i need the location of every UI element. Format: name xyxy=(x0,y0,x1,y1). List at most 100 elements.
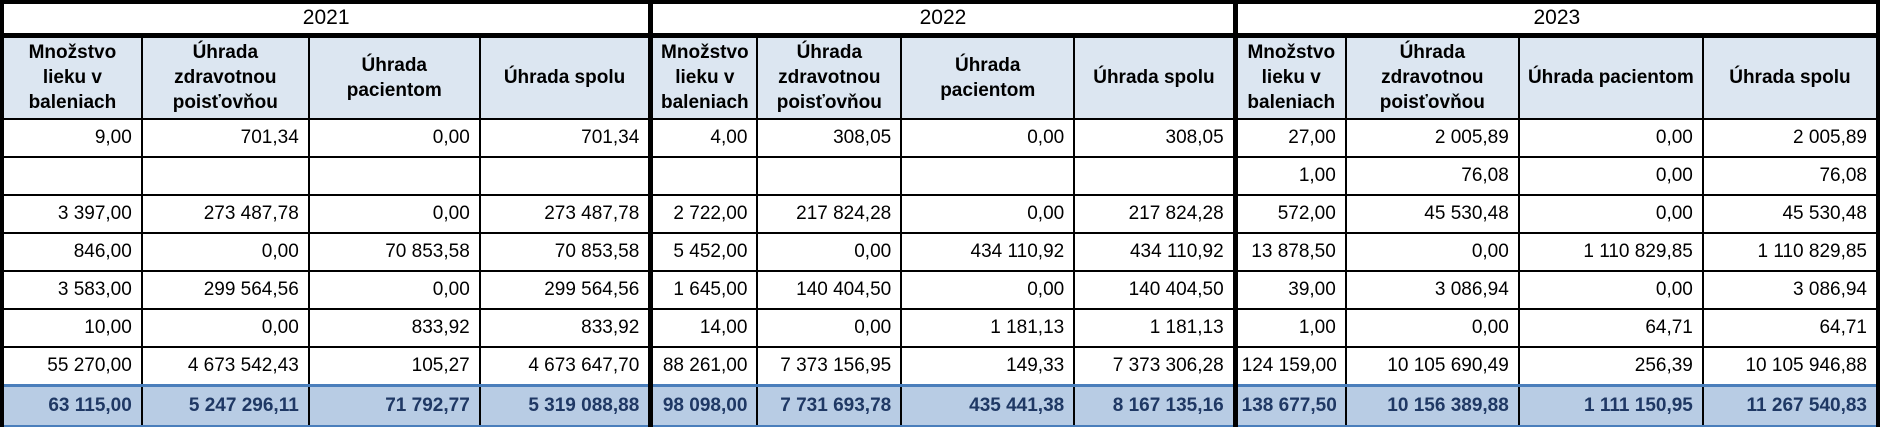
data-cell: 7 373 156,95 xyxy=(756,346,903,386)
total-cell: 138 677,50 xyxy=(1232,383,1347,427)
data-cell: 217 824,28 xyxy=(756,194,903,234)
total-cell: 1 111 150,95 xyxy=(1517,383,1704,427)
data-cell: 2 005,89 xyxy=(1344,118,1520,158)
total-row: 63 115,00 5 247 296,11 71 792,77 5 319 088,… xyxy=(1,383,1880,427)
table-row: 3 397,00 273 487,78 0,00 273 487,78 2 722,00… xyxy=(1,194,1880,234)
data-cell: 0,00 xyxy=(756,232,903,272)
data-cell: 140 404,50 xyxy=(1073,270,1237,310)
data-cell: 76,08 xyxy=(1344,156,1520,196)
data-cell: 273 487,78 xyxy=(140,194,310,234)
data-cell: 1,00 xyxy=(1232,156,1347,196)
data-cell: 701,34 xyxy=(140,118,310,158)
data-cell: 299 564,56 xyxy=(140,270,310,310)
data-cell: 70 853,58 xyxy=(478,232,652,272)
table-row: 1,00 76,08 0,00 76,08 xyxy=(1,156,1880,196)
data-cell: 0,00 xyxy=(900,118,1076,158)
year-header-row: 2021 2022 2023 xyxy=(1,0,1879,38)
data-cell: 105,27 xyxy=(307,346,481,386)
data-cell xyxy=(478,156,652,196)
column-header-quantity: Množstvo lieku v baleniach xyxy=(1,34,143,120)
data-cell: 124 159,00 xyxy=(1232,346,1347,386)
data-cell: 3 086,94 xyxy=(1701,270,1880,310)
data-cell: 0,00 xyxy=(140,308,310,348)
data-cell: 701,34 xyxy=(478,118,652,158)
total-cell: 98 098,00 xyxy=(648,383,759,427)
data-cell: 7 373 306,28 xyxy=(1073,346,1237,386)
total-cell: 63 115,00 xyxy=(1,383,143,427)
data-cell: 1 181,13 xyxy=(900,308,1076,348)
total-cell: 10 156 389,88 xyxy=(1344,383,1520,427)
data-cell: 2 005,89 xyxy=(1701,118,1880,158)
table-row: 55 270,00 4 673 542,43 105,27 4 673 647,70 8… xyxy=(1,346,1880,386)
data-cell: 434 110,92 xyxy=(1073,232,1237,272)
data-cell: 846,00 xyxy=(1,232,143,272)
data-cell: 55 270,00 xyxy=(1,346,143,386)
year-label-2022: 2022 xyxy=(648,0,1237,38)
data-cell: 3 583,00 xyxy=(1,270,143,310)
data-cell: 0,00 xyxy=(307,270,481,310)
data-cell: 14,00 xyxy=(648,308,759,348)
year-label-2021: 2021 xyxy=(1,0,652,38)
data-cell: 1 110 829,85 xyxy=(1701,232,1880,272)
data-cell: 10,00 xyxy=(1,308,143,348)
table-row: 3 583,00 299 564,56 0,00 299 564,56 1 645,00… xyxy=(1,270,1880,310)
column-header-quantity: Množstvo lieku v baleniach xyxy=(1232,34,1347,120)
data-cell: 140 404,50 xyxy=(756,270,903,310)
data-cell: 434 110,92 xyxy=(900,232,1076,272)
data-cell: 1 645,00 xyxy=(648,270,759,310)
data-cell: 2 722,00 xyxy=(648,194,759,234)
column-header-total-payment: Úhrada spolu xyxy=(1073,34,1237,120)
data-cell xyxy=(648,156,759,196)
table-row: 10,00 0,00 833,92 833,92 14,00 0,00 1 181,13 1 … xyxy=(1,308,1880,348)
column-header-total-payment: Úhrada spolu xyxy=(478,34,652,120)
data-cell: 0,00 xyxy=(900,270,1076,310)
data-cell: 3 397,00 xyxy=(1,194,143,234)
data-cell xyxy=(900,156,1076,196)
data-cell: 70 853,58 xyxy=(307,232,481,272)
total-cell: 71 792,77 xyxy=(307,383,481,427)
table-row: 846,00 0,00 70 853,58 70 853,58 5 452,00 0,00… xyxy=(1,232,1880,272)
data-cell: 149,33 xyxy=(900,346,1076,386)
data-cell xyxy=(307,156,481,196)
data-cell: 308,05 xyxy=(1073,118,1237,158)
data-cell: 45 530,48 xyxy=(1344,194,1520,234)
total-cell: 11 267 540,83 xyxy=(1701,383,1880,427)
data-cell: 0,00 xyxy=(307,194,481,234)
data-cell xyxy=(756,156,903,196)
data-cell: 13 878,50 xyxy=(1232,232,1347,272)
data-cell: 9,00 xyxy=(1,118,143,158)
data-cell: 256,39 xyxy=(1517,346,1704,386)
data-cell: 5 452,00 xyxy=(648,232,759,272)
data-cell: 88 261,00 xyxy=(648,346,759,386)
column-header-patient-payment: Úhrada pacientom xyxy=(307,34,481,120)
column-header-row: Množstvo lieku v baleniach Úhrada zdravo… xyxy=(1,34,1880,120)
data-cell: 4 673 647,70 xyxy=(478,346,652,386)
data-cell xyxy=(1073,156,1237,196)
year-label-2023: 2023 xyxy=(1232,0,1879,38)
data-cell: 76,08 xyxy=(1701,156,1880,196)
data-cell: 833,92 xyxy=(307,308,481,348)
data-cell: 1 110 829,85 xyxy=(1517,232,1704,272)
column-header-quantity: Množstvo lieku v baleniach xyxy=(648,34,759,120)
data-cell: 0,00 xyxy=(1517,270,1704,310)
data-cell: 10 105 946,88 xyxy=(1701,346,1880,386)
data-cell: 4 673 542,43 xyxy=(140,346,310,386)
total-cell: 435 441,38 xyxy=(900,383,1076,427)
data-cell: 0,00 xyxy=(1517,156,1704,196)
column-header-insurer-payment: Úhrada zdravotnou poisťovňou xyxy=(140,34,310,120)
data-cell: 4,00 xyxy=(648,118,759,158)
data-cell: 64,71 xyxy=(1517,308,1704,348)
data-cell: 0,00 xyxy=(1344,308,1520,348)
data-cell: 833,92 xyxy=(478,308,652,348)
data-cell: 0,00 xyxy=(307,118,481,158)
data-cell: 3 086,94 xyxy=(1344,270,1520,310)
total-cell: 5 247 296,11 xyxy=(140,383,310,427)
data-cell xyxy=(1,156,143,196)
column-header-insurer-payment: Úhrada zdravotnou poisťovňou xyxy=(1344,34,1520,120)
column-header-insurer-payment: Úhrada zdravotnou poisťovňou xyxy=(756,34,903,120)
data-cell: 0,00 xyxy=(1517,118,1704,158)
data-cell: 308,05 xyxy=(756,118,903,158)
table-row: 9,00 701,34 0,00 701,34 4,00 308,05 0,00 308,05… xyxy=(1,118,1880,158)
table-body: 9,00 701,34 0,00 701,34 4,00 308,05 0,00 308,05… xyxy=(1,118,1880,427)
column-header-patient-payment: Úhrada pacientom xyxy=(1517,34,1704,120)
